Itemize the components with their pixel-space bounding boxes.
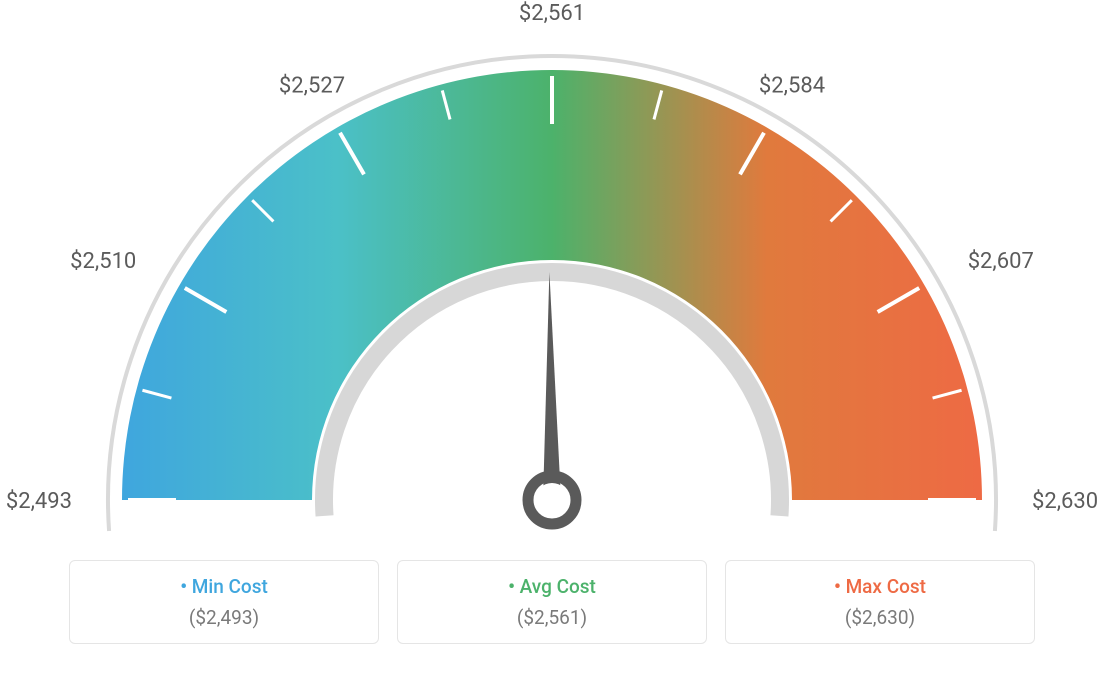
gauge-tick-label: $2,630 — [1032, 489, 1098, 514]
gauge-area: $2,493 $2,510 $2,527 $2,561 $2,584 $2,607 $2,6… — [0, 0, 1104, 560]
gauge-tick-label: $2,510 — [70, 249, 136, 274]
gauge-needle — [543, 272, 561, 500]
legend-card-max: Max Cost ($2,630) — [725, 560, 1035, 644]
gauge-svg: $2,493 $2,510 $2,527 $2,561 $2,584 $2,607 $2,6… — [0, 0, 1104, 560]
gauge-tick-label: $2,607 — [968, 249, 1034, 274]
legend-card-avg: Avg Cost ($2,561) — [397, 560, 707, 644]
legend-value-min: ($2,493) — [80, 606, 368, 629]
legend-row: Min Cost ($2,493) Avg Cost ($2,561) Max … — [0, 560, 1104, 644]
gauge-tick-label: $2,584 — [759, 73, 825, 98]
legend-title-max: Max Cost — [736, 575, 1024, 598]
gauge-tick-label: $2,493 — [6, 489, 72, 514]
gauge-tick-label: $2,527 — [279, 73, 345, 98]
legend-value-max: ($2,630) — [736, 606, 1024, 629]
chart-container: $2,493 $2,510 $2,527 $2,561 $2,584 $2,607 $2,6… — [0, 0, 1104, 690]
legend-title-avg: Avg Cost — [408, 575, 696, 598]
legend-title-min: Min Cost — [80, 575, 368, 598]
gauge-tick-label: $2,561 — [519, 1, 585, 26]
legend-value-avg: ($2,561) — [408, 606, 696, 629]
legend-card-min: Min Cost ($2,493) — [69, 560, 379, 644]
gauge-needle-hub-inner — [535, 483, 569, 517]
